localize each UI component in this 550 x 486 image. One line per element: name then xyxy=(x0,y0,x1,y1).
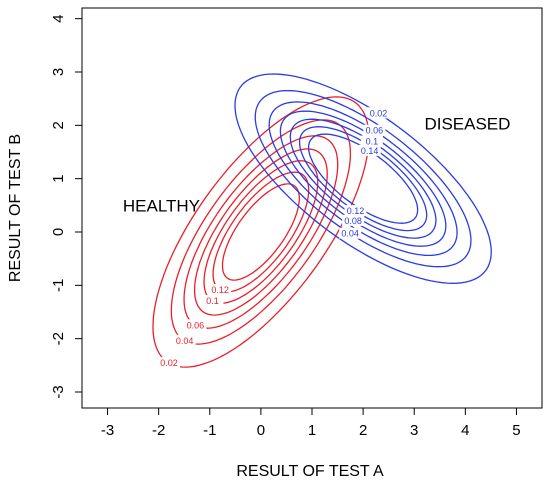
y-tick-label: -1 xyxy=(50,279,67,292)
contour-label-bg xyxy=(173,334,196,346)
contour-line xyxy=(268,101,458,257)
contour-line xyxy=(193,148,328,316)
contour-label-bg xyxy=(344,205,367,217)
contour-line xyxy=(170,119,352,345)
contour-label: 0.12 xyxy=(211,285,229,295)
contour-line xyxy=(254,89,472,268)
x-tick-label: -1 xyxy=(203,422,216,439)
x-tick-label: 1 xyxy=(308,422,316,439)
axes: -3 -2 -1 0 1 2 3 4 5 -3 -2 -1 0 1 2 3 4 xyxy=(50,14,521,439)
x-tick-label: 0 xyxy=(257,422,265,439)
y-tick-label: -2 xyxy=(50,332,67,345)
contour-line xyxy=(279,110,447,247)
y-tick-label: 1 xyxy=(50,174,67,182)
contour-line xyxy=(221,183,300,281)
contour-label-bg xyxy=(339,227,362,239)
y-tick-label: 4 xyxy=(50,14,67,22)
contour-label: 0.04 xyxy=(176,336,194,346)
contour-labels: 0.020.040.060.10.120.020.040.060.080.10.… xyxy=(157,107,390,369)
y-tick-label: -3 xyxy=(50,385,67,398)
region-label-healthy: HEALTHY xyxy=(123,197,200,216)
y-axis-title: RESULT OF TEST B xyxy=(7,134,24,282)
y-tick-label: 0 xyxy=(50,228,67,236)
contour-label-bg xyxy=(367,107,390,119)
contour-line xyxy=(307,133,419,224)
x-tick-label: -2 xyxy=(152,422,165,439)
x-tick-label: -3 xyxy=(101,422,114,439)
x-tick-label: 5 xyxy=(512,422,520,439)
y-tick-label: 3 xyxy=(50,68,67,76)
contour-label: 0.06 xyxy=(187,320,205,330)
contour-label: 0.04 xyxy=(341,229,359,239)
x-tick-label: 3 xyxy=(410,422,418,439)
contour-line xyxy=(212,171,310,293)
contour-label-bg xyxy=(358,144,381,156)
contour-label: 0.1 xyxy=(206,296,219,306)
contour-label: 0.14 xyxy=(361,146,379,156)
contour-line xyxy=(298,126,428,232)
contour-label-bg xyxy=(157,357,180,369)
x-tick-label: 4 xyxy=(461,422,469,439)
contour-line xyxy=(203,160,319,304)
contour-label: 0.08 xyxy=(344,216,362,226)
contour-line xyxy=(289,118,437,239)
contour-label: 0.02 xyxy=(160,358,178,368)
x-tick-label: 2 xyxy=(359,422,367,439)
x-axis-title: RESULT OF TEST A xyxy=(236,463,384,480)
contour-line xyxy=(234,73,492,284)
contour-label: 0.1 xyxy=(366,137,379,147)
contour-label: 0.02 xyxy=(370,108,388,118)
y-tick-label: 2 xyxy=(50,121,67,129)
contour-label-bg xyxy=(363,124,386,136)
contour-label: 0.06 xyxy=(366,126,384,136)
contour-label-bg xyxy=(342,214,365,226)
contour-label: 0.12 xyxy=(347,206,365,216)
region-label-diseased: DISEASED xyxy=(424,115,510,134)
contour-label-bg xyxy=(184,319,207,331)
contour-label-bg xyxy=(201,295,224,307)
contour-label-bg xyxy=(209,284,232,296)
contour-label-bg xyxy=(360,135,383,147)
